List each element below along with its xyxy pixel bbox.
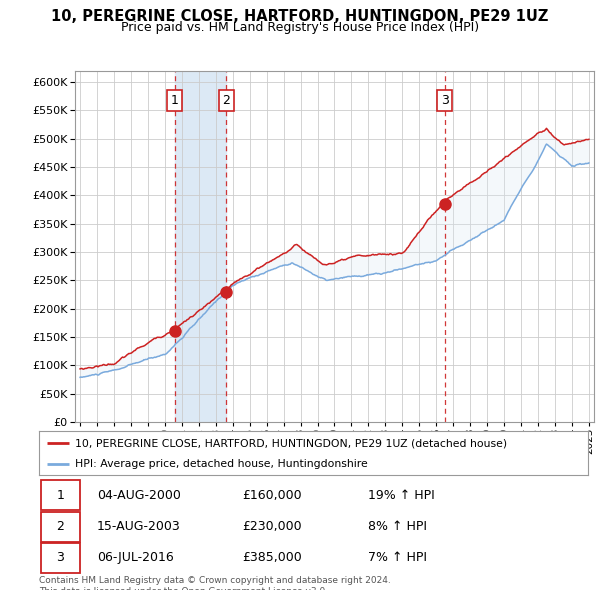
Text: 04-AUG-2000: 04-AUG-2000 [97, 489, 181, 502]
FancyBboxPatch shape [41, 543, 80, 573]
Text: 3: 3 [441, 94, 449, 107]
Text: £230,000: £230,000 [242, 520, 302, 533]
Text: 2: 2 [223, 94, 230, 107]
Text: 8% ↑ HPI: 8% ↑ HPI [368, 520, 427, 533]
Text: HPI: Average price, detached house, Huntingdonshire: HPI: Average price, detached house, Hunt… [74, 459, 367, 469]
Text: 19% ↑ HPI: 19% ↑ HPI [368, 489, 435, 502]
Text: 10, PEREGRINE CLOSE, HARTFORD, HUNTINGDON, PE29 1UZ (detached house): 10, PEREGRINE CLOSE, HARTFORD, HUNTINGDO… [74, 438, 507, 448]
Text: 7% ↑ HPI: 7% ↑ HPI [368, 551, 427, 565]
Text: 3: 3 [56, 551, 64, 565]
Text: 10, PEREGRINE CLOSE, HARTFORD, HUNTINGDON, PE29 1UZ: 10, PEREGRINE CLOSE, HARTFORD, HUNTINGDO… [52, 9, 548, 24]
Text: 2: 2 [56, 520, 64, 533]
Text: 1: 1 [56, 489, 64, 502]
Text: 15-AUG-2003: 15-AUG-2003 [97, 520, 181, 533]
Text: Price paid vs. HM Land Registry's House Price Index (HPI): Price paid vs. HM Land Registry's House … [121, 21, 479, 34]
Text: Contains HM Land Registry data © Crown copyright and database right 2024.
This d: Contains HM Land Registry data © Crown c… [39, 576, 391, 590]
Bar [175, 71, 226, 422]
FancyBboxPatch shape [41, 512, 80, 542]
FancyBboxPatch shape [41, 480, 80, 510]
Text: £160,000: £160,000 [242, 489, 302, 502]
Text: 06-JUL-2016: 06-JUL-2016 [97, 551, 173, 565]
Text: 1: 1 [171, 94, 179, 107]
Text: £385,000: £385,000 [242, 551, 302, 565]
